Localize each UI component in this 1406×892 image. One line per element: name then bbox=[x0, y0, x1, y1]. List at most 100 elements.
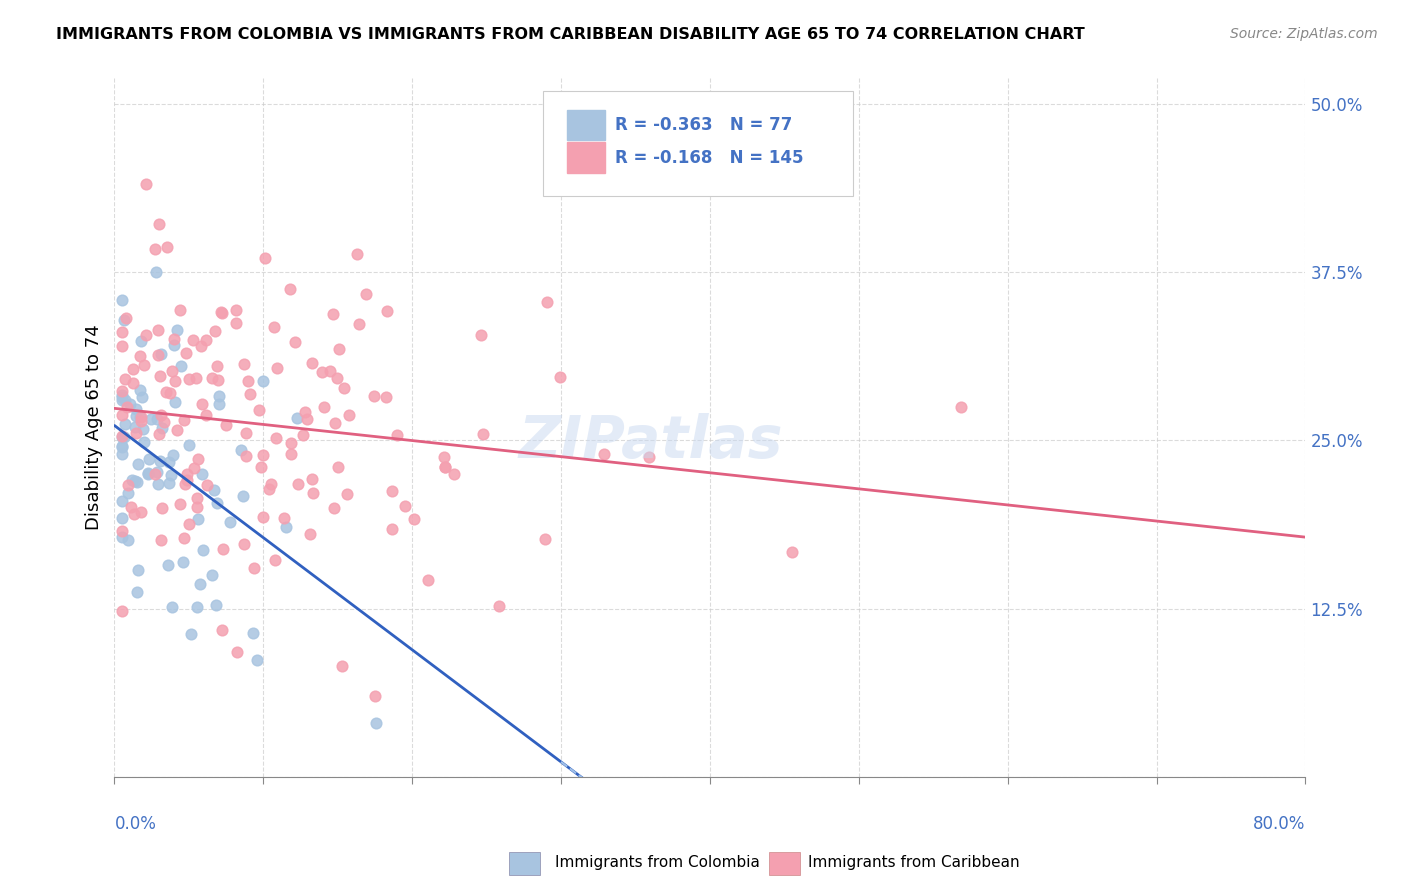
Point bbox=[157, 455, 180, 469]
Point bbox=[364, 715, 387, 730]
Point bbox=[242, 626, 264, 640]
Point bbox=[232, 489, 254, 503]
Text: R = -0.363   N = 77: R = -0.363 N = 77 bbox=[614, 116, 792, 134]
Point bbox=[136, 467, 159, 481]
Point bbox=[191, 467, 214, 481]
Point bbox=[176, 474, 198, 488]
Point bbox=[132, 358, 155, 372]
Point bbox=[118, 397, 141, 411]
Point bbox=[177, 438, 200, 452]
Point bbox=[225, 303, 247, 318]
Point bbox=[111, 440, 134, 454]
Point bbox=[129, 410, 152, 425]
Point bbox=[257, 483, 280, 497]
Point bbox=[173, 413, 195, 427]
Point bbox=[127, 475, 149, 490]
Point bbox=[169, 497, 191, 511]
Point bbox=[166, 323, 188, 337]
Text: Immigrants from Colombia: Immigrants from Colombia bbox=[555, 855, 761, 870]
Point bbox=[146, 465, 169, 479]
Point bbox=[285, 410, 308, 425]
Point bbox=[179, 517, 201, 532]
Point bbox=[122, 362, 145, 376]
Point bbox=[148, 477, 170, 491]
Point bbox=[205, 359, 228, 373]
Point bbox=[163, 395, 186, 409]
Point bbox=[433, 460, 456, 475]
Point bbox=[280, 436, 302, 450]
Point bbox=[131, 390, 153, 404]
Text: Source: ZipAtlas.com: Source: ZipAtlas.com bbox=[1230, 27, 1378, 41]
Point bbox=[143, 467, 166, 481]
Point bbox=[247, 403, 270, 417]
Point bbox=[111, 494, 134, 508]
Point bbox=[328, 343, 350, 357]
Point bbox=[117, 400, 139, 414]
Point bbox=[111, 430, 134, 444]
Point bbox=[201, 371, 224, 385]
Point bbox=[280, 447, 302, 461]
Point bbox=[402, 512, 425, 526]
Point bbox=[179, 372, 201, 386]
Point bbox=[170, 359, 193, 374]
Point bbox=[156, 558, 179, 573]
Point bbox=[273, 511, 295, 525]
Point bbox=[207, 389, 229, 403]
Text: IMMIGRANTS FROM COLOMBIA VS IMMIGRANTS FROM CARIBBEAN DISABILITY AGE 65 TO 74 CO: IMMIGRANTS FROM COLOMBIA VS IMMIGRANTS F… bbox=[56, 27, 1085, 42]
Point bbox=[375, 304, 398, 318]
Point bbox=[225, 316, 247, 330]
Point bbox=[172, 555, 194, 569]
Point bbox=[160, 468, 183, 483]
Point bbox=[443, 467, 465, 481]
Point bbox=[488, 599, 510, 613]
Point bbox=[433, 450, 456, 464]
Point bbox=[186, 371, 208, 385]
FancyBboxPatch shape bbox=[567, 143, 605, 173]
Point bbox=[127, 457, 149, 471]
Point bbox=[117, 486, 139, 500]
Point bbox=[394, 500, 416, 514]
Point bbox=[204, 324, 226, 338]
Point bbox=[375, 390, 398, 404]
Text: R = -0.168   N = 145: R = -0.168 N = 145 bbox=[614, 149, 803, 167]
Point bbox=[325, 370, 347, 384]
Point bbox=[346, 247, 368, 261]
Point bbox=[111, 293, 134, 308]
Point bbox=[160, 600, 183, 615]
Point bbox=[363, 689, 385, 703]
Point bbox=[548, 370, 571, 384]
Point bbox=[132, 434, 155, 449]
Point bbox=[239, 387, 262, 401]
Point bbox=[150, 501, 173, 516]
Point bbox=[149, 533, 172, 547]
Point bbox=[111, 388, 134, 402]
Point bbox=[322, 307, 344, 321]
Point bbox=[233, 537, 256, 551]
Point bbox=[148, 323, 170, 337]
Point bbox=[381, 522, 404, 536]
Point bbox=[333, 382, 356, 396]
Point bbox=[117, 478, 139, 492]
Y-axis label: Disability Age 65 to 74: Disability Age 65 to 74 bbox=[86, 324, 103, 530]
Point bbox=[246, 653, 269, 667]
Point bbox=[163, 332, 186, 346]
Point bbox=[131, 414, 153, 428]
Point bbox=[111, 325, 134, 339]
Point bbox=[319, 364, 342, 378]
Point bbox=[169, 303, 191, 318]
Point bbox=[260, 476, 283, 491]
Point bbox=[150, 408, 173, 422]
Point bbox=[128, 409, 150, 424]
Point bbox=[149, 347, 172, 361]
Point bbox=[125, 401, 148, 416]
Point bbox=[174, 345, 197, 359]
Point bbox=[132, 421, 155, 435]
Point bbox=[235, 449, 257, 463]
Point bbox=[195, 409, 218, 423]
Point bbox=[148, 217, 170, 231]
Point bbox=[124, 474, 146, 488]
Point bbox=[135, 328, 157, 343]
Point bbox=[323, 500, 346, 515]
Point bbox=[233, 357, 256, 371]
Text: Immigrants from Caribbean: Immigrants from Caribbean bbox=[808, 855, 1021, 870]
